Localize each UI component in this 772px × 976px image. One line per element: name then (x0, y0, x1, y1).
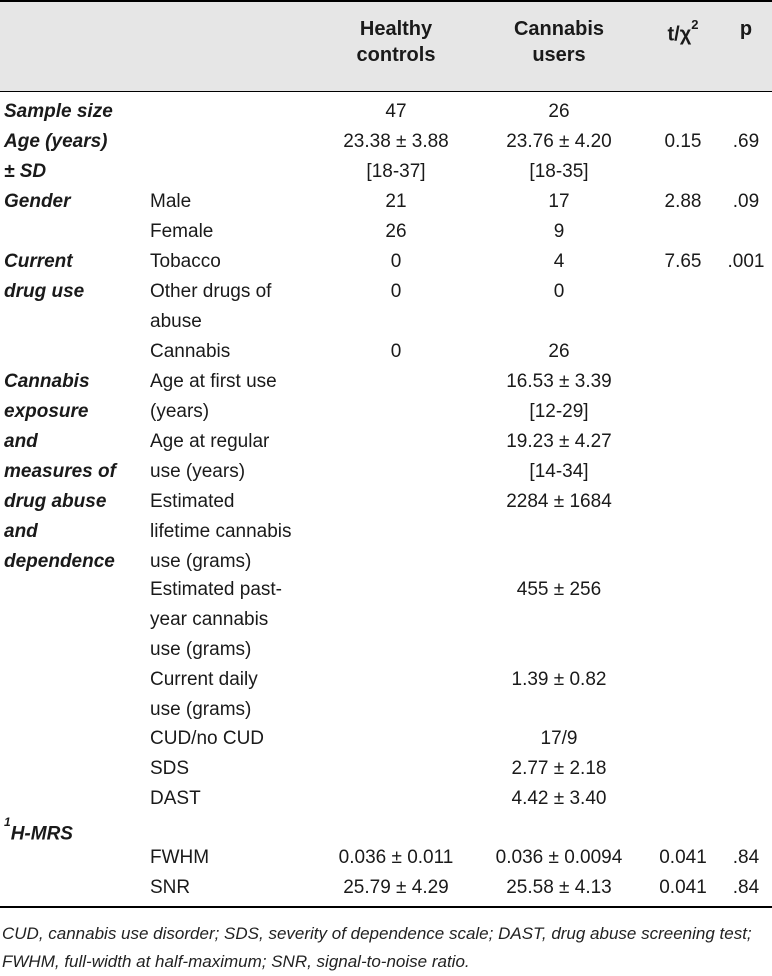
header-cannabis-users: Cannabis users (513, 18, 605, 66)
cell-female-hc: 26 (385, 221, 407, 242)
cell-snr-p: .84 (732, 877, 760, 898)
cell-age-hc: 23.38 ± 3.88 (343, 131, 449, 152)
cell-tobacco-t: 7.65 (664, 251, 702, 272)
label-cannabis-exposure-3: and (4, 431, 38, 452)
sublabel-past-year-3: use (grams) (150, 639, 252, 660)
cell-snr-cu: 25.58 ± 4.13 (506, 877, 612, 898)
cell-gender-p: .09 (732, 191, 760, 212)
sublabel-past-year-2: year cannabis (150, 609, 269, 630)
sublabel-age-first-1: Age at first use (150, 371, 277, 392)
cell-tobacco-p: .001 (727, 251, 765, 272)
sublabel-age-regular-2: use (years) (150, 461, 246, 482)
sublabel-dast: DAST (150, 788, 201, 809)
label-cannabis-exposure-5: drug abuse (4, 491, 107, 512)
cell-fwhm-p: .84 (732, 847, 760, 868)
cell-cud-cu: 17/9 (540, 728, 578, 749)
sublabel-daily-2: use (grams) (150, 699, 252, 720)
label-gender: Gender (4, 191, 71, 212)
sublabel-lifetime-1: Estimated (150, 491, 235, 512)
label-sample-size: Sample size (4, 101, 113, 122)
cell-snr-t: 0.041 (659, 877, 707, 898)
sublabel-lifetime-3: use (grams) (150, 551, 252, 572)
header-rule (0, 91, 772, 92)
label-cannabis-exposure-7: dependence (4, 551, 115, 572)
cell-other-hc: 0 (390, 281, 402, 302)
cell-sds-cu: 2.77 ± 2.18 (511, 758, 607, 779)
cell-age-regular-cu: 19.23 ± 4.27 (506, 431, 612, 452)
cell-sample-cu: 26 (548, 101, 570, 122)
sublabel-fwhm: FWHM (150, 847, 210, 868)
header-band (0, 0, 772, 91)
cell-cannabis-hc: 0 (390, 341, 402, 362)
sublabel-snr: SNR (150, 877, 191, 898)
cell-lifetime-cu: 2284 ± 1684 (506, 491, 612, 512)
cell-age-first-cu: 16.53 ± 3.39 (506, 371, 612, 392)
label-cannabis-exposure-4: measures of (4, 461, 116, 482)
header-p: p (739, 18, 753, 40)
cell-male-cu: 17 (548, 191, 570, 212)
label-age: Age (years) (4, 131, 108, 152)
sublabel-past-year-1: Estimated past- (150, 579, 282, 600)
cell-age-p: .69 (732, 131, 760, 152)
cell-age-regular-range-cu: [14-34] (529, 461, 589, 482)
label-cannabis-exposure-6: and (4, 521, 38, 542)
sublabel-other-drugs-2: abuse (150, 311, 202, 332)
cell-age-range-hc: [18-37] (366, 161, 426, 182)
cell-sample-hc: 47 (385, 101, 407, 122)
cell-daily-cu: 1.39 ± 0.82 (511, 669, 607, 690)
cell-fwhm-t: 0.041 (659, 847, 707, 868)
cell-dast-cu: 4.42 ± 3.40 (511, 788, 607, 809)
sublabel-cannabis: Cannabis (150, 341, 231, 362)
top-rule (0, 0, 772, 2)
sublabel-tobacco: Tobacco (150, 251, 221, 272)
label-cannabis-exposure-1: Cannabis (4, 371, 90, 392)
cell-male-hc: 21 (385, 191, 407, 212)
header-t-chi2: t/χ2 (667, 17, 699, 46)
cell-age-first-range-cu: [12-29] (529, 401, 589, 422)
header-healthy-controls: Healthy controls (356, 18, 436, 66)
label-h-mrs: 1H-MRS (4, 815, 73, 845)
cell-other-cu: 0 (553, 281, 565, 302)
label-age-sd: ± SD (4, 161, 47, 182)
cell-cannabis-cu: 26 (548, 341, 570, 362)
cell-gender-t: 2.88 (664, 191, 702, 212)
sublabel-other-drugs-1: Other drugs of (150, 281, 272, 302)
cell-age-cu: 23.76 ± 4.20 (506, 131, 612, 152)
table-footnote: CUD, cannabis use disorder; SDS, severit… (2, 924, 752, 971)
cell-tobacco-hc: 0 (390, 251, 402, 272)
sublabel-male: Male (150, 191, 192, 212)
cell-female-cu: 9 (553, 221, 565, 242)
cell-age-range-cu: [18-35] (529, 161, 589, 182)
label-drug-use: drug use (4, 281, 85, 302)
cell-fwhm-hc: 0.036 ± 0.011 (338, 847, 454, 868)
cell-past-year-cu: 455 ± 256 (516, 579, 602, 600)
label-current: Current (4, 251, 73, 272)
cell-snr-hc: 25.79 ± 4.29 (343, 877, 449, 898)
label-cannabis-exposure-2: exposure (4, 401, 89, 422)
sublabel-cud: CUD/no CUD (150, 728, 265, 749)
sublabel-daily-1: Current daily (150, 669, 258, 690)
cell-age-t: 0.15 (664, 131, 702, 152)
sublabel-age-regular-1: Age at regular (150, 431, 270, 452)
sublabel-age-first-2: (years) (150, 401, 210, 422)
sublabel-sds: SDS (150, 758, 190, 779)
bottom-rule (0, 906, 772, 908)
sublabel-lifetime-2: lifetime cannabis (150, 521, 292, 542)
sublabel-female: Female (150, 221, 214, 242)
cell-fwhm-cu: 0.036 ± 0.0094 (495, 847, 623, 868)
cell-tobacco-cu: 4 (553, 251, 565, 272)
